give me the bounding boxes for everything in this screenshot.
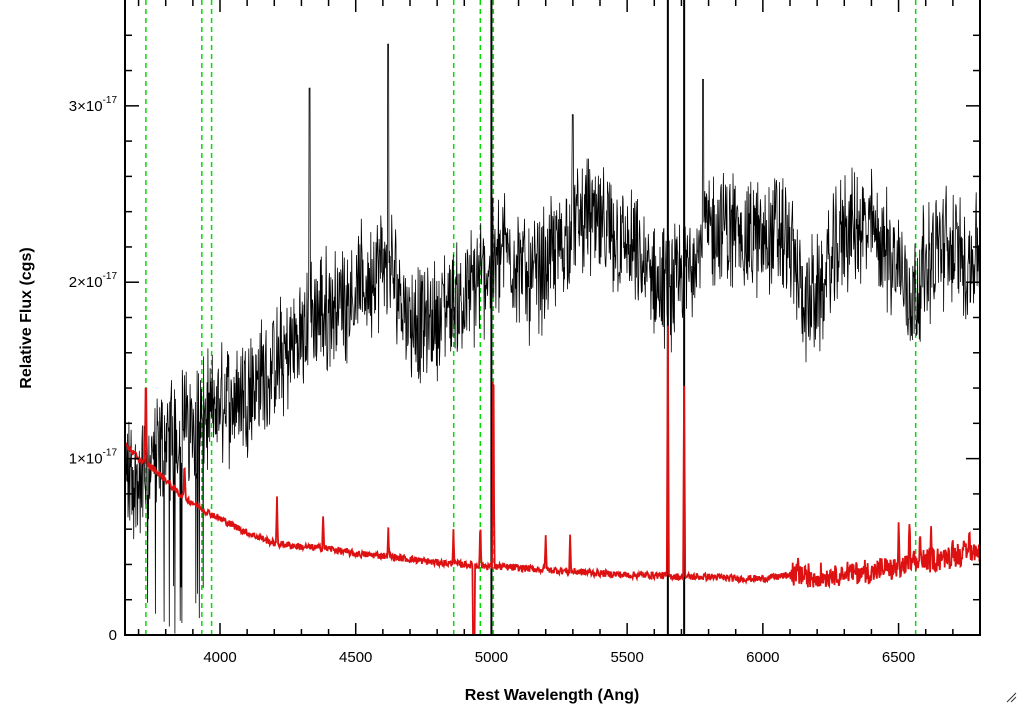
y-tick-label: 1×10-17 [69, 448, 118, 468]
x-tick-label: 6500 [882, 649, 915, 666]
resize-grip-icon[interactable] [1005, 691, 1017, 703]
x-tick-label: 4500 [339, 649, 372, 666]
y-tick-label: 2×10-17 [69, 271, 118, 291]
y-tick-label: 0 [109, 627, 117, 644]
x-axis-ticks: 4000 4500 5000 5500 6000 6500 [137, 0, 981, 666]
observed-spectrum [125, 43, 980, 634]
x-tick-label: 4000 [203, 649, 236, 666]
reference-line-group [145, 0, 917, 635]
y-axis-ticks: 0 1×10-17 2×10-17 3×10-17 [69, 34, 980, 644]
x-tick-label: 6000 [746, 649, 779, 666]
axes-frame [124, 0, 981, 636]
x-tick-label: 5500 [610, 649, 643, 666]
x-axis-title: Rest Wavelength (Ang) [465, 687, 640, 704]
model-spectrum [125, 325, 980, 635]
y-axis-title: Relative Flux (cgs) [18, 247, 35, 388]
plot-axes [124, 0, 981, 636]
model-spectrum-line [125, 325, 980, 635]
y-tick-label: 3×10-17 [69, 95, 118, 115]
x-tick-label: 5000 [475, 649, 508, 666]
observed-spectrum-line [125, 43, 980, 634]
